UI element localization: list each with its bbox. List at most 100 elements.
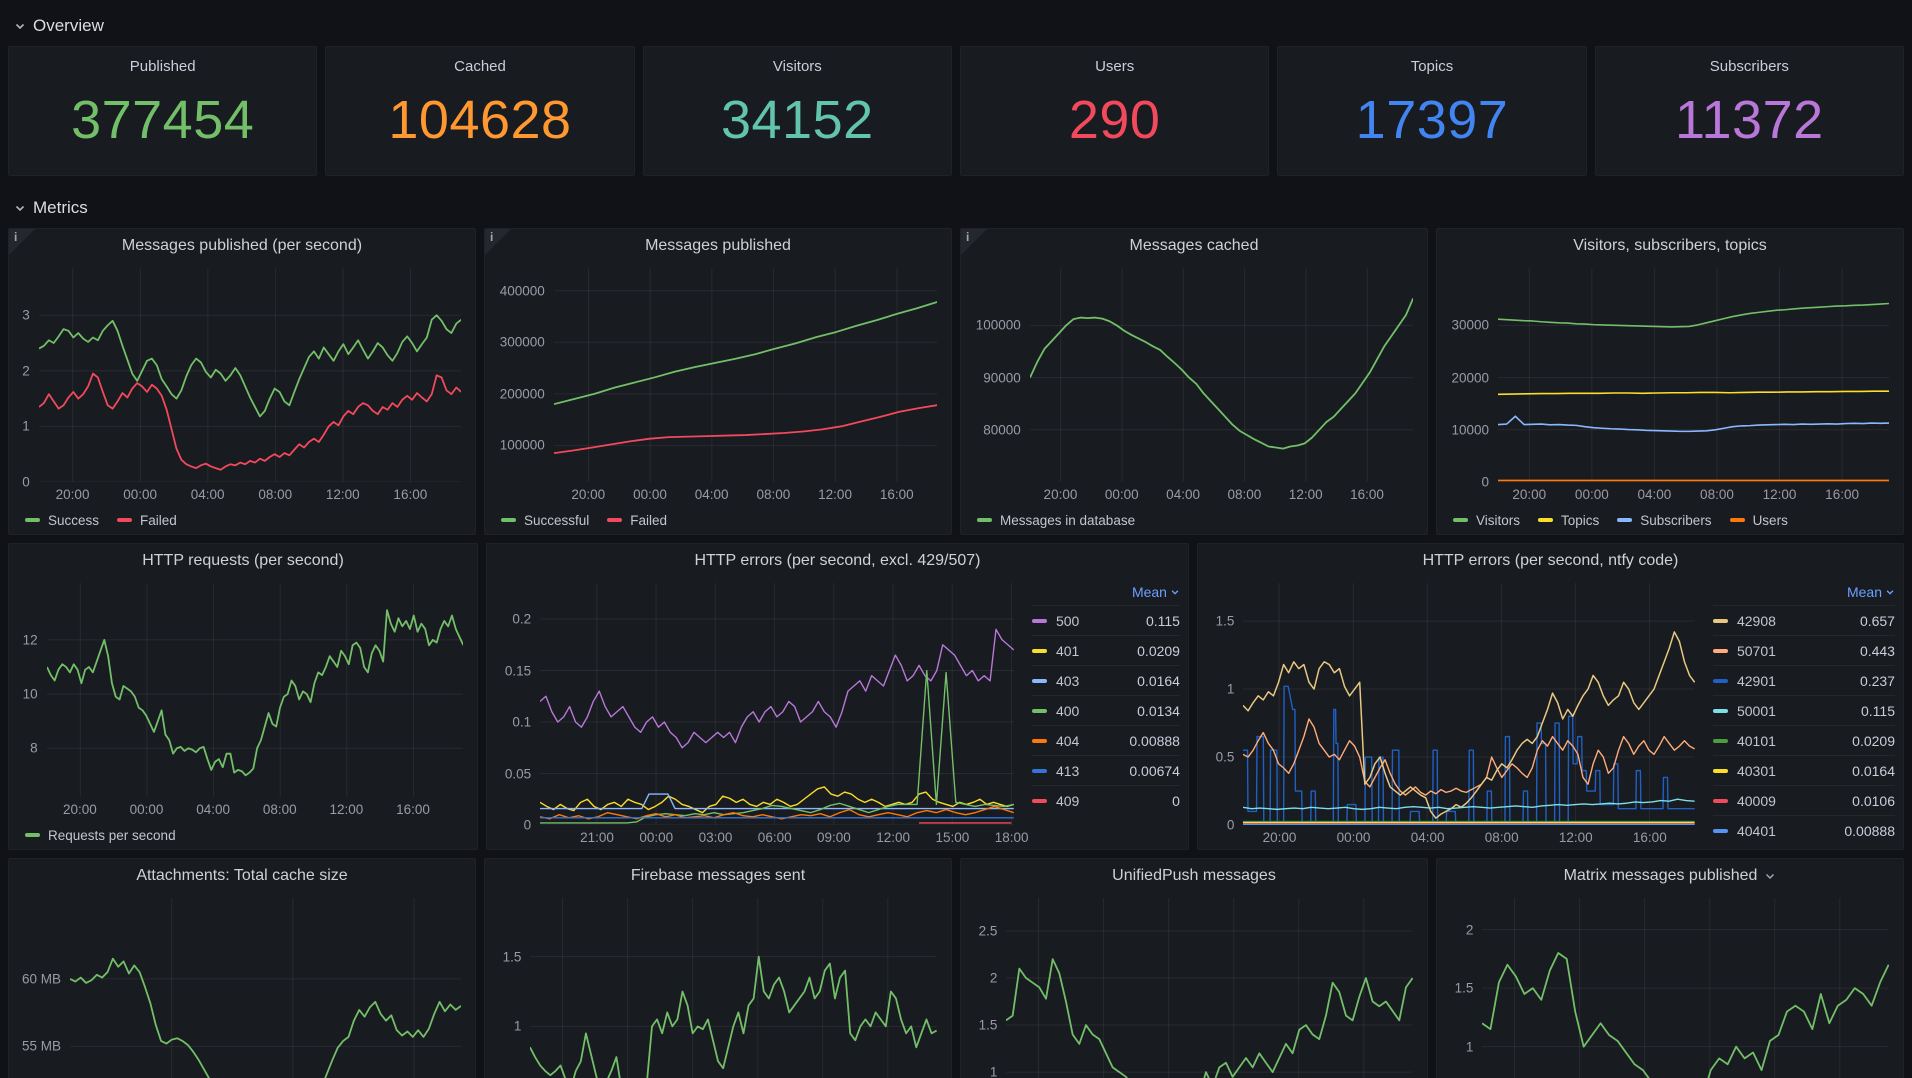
legend-row-403[interactable]: 403 0.0164	[1031, 665, 1180, 695]
legend-item-Failed[interactable]: Failed	[117, 513, 177, 528]
info-icon: i	[490, 230, 494, 244]
legend-series-label: Failed	[140, 512, 177, 528]
legend-row-42901[interactable]: 42901 0.237	[1712, 665, 1895, 695]
y-tick-label: 2	[989, 970, 998, 986]
stat-panel-cached[interactable]: Cached 104628	[325, 46, 635, 176]
chart-plot-area[interactable]: 0 10000 20000 30000 20:00 00:00 04:00 08:00 12:0…	[1445, 264, 1889, 506]
legend-series-label: Messages in database	[1000, 512, 1136, 528]
legend-swatch	[1031, 678, 1047, 683]
legend-item-Messages in database[interactable]: Messages in database	[977, 513, 1135, 528]
x-axis-labels: 20:00 00:00 04:00 08:00 12:00 16:00	[1243, 825, 1695, 849]
chevron-down-icon	[15, 23, 25, 30]
legend-swatch	[1031, 648, 1047, 653]
stat-panel-topics[interactable]: Topics 17397	[1277, 46, 1587, 176]
legend-table: Mean 42908 0.657 50701 0.443 42901 0.237 50001 0…	[1709, 577, 1903, 849]
legend-row-413[interactable]: 413 0.00674	[1031, 755, 1180, 785]
y-tick-label: 2	[1465, 922, 1474, 938]
chart-plot-area[interactable]: 0 0.5 1 1.5 20:00 00:00 04:00 08:00 12:00 16:00	[1206, 579, 1695, 849]
x-tick-label: 00:00	[1104, 487, 1139, 502]
stat-panel-users[interactable]: Users 290	[960, 46, 1270, 176]
panel-http-errors-ntfy: HTTP errors (per second, ntfy code) 0 0.5…	[1196, 543, 1904, 850]
legend-row-404[interactable]: 404 0.00888	[1031, 725, 1180, 755]
legend-row-40009[interactable]: 40009 0.0106	[1712, 785, 1895, 815]
chevron-down-icon	[1171, 590, 1179, 595]
section-header-metrics[interactable]: Metrics	[8, 192, 1904, 224]
legend-item-Topics[interactable]: Topics	[1538, 513, 1599, 528]
panel-title[interactable]: HTTP errors (per second, ntfy code)	[1422, 551, 1679, 569]
chart-body: 0.511.5	[485, 892, 951, 1078]
legend-row-409[interactable]: 409 0	[1031, 785, 1180, 815]
panel-info-icon[interactable]: i	[485, 229, 511, 255]
metrics-chart-row-1: Messages published (per second) i 0 1 2 3 20:…	[8, 228, 1904, 535]
legend-row-40101[interactable]: 40101 0.0209	[1712, 725, 1895, 755]
legend-item-Requests per second[interactable]: Requests per second	[25, 828, 176, 843]
chart-body: 0 10000 20000 30000 20:00 00:00 04:00 08:00 12:0…	[1437, 262, 1903, 506]
x-tick-label: 20:00	[571, 487, 606, 502]
y-tick-label: 1	[513, 1018, 522, 1034]
panel-info-icon[interactable]: i	[9, 229, 35, 255]
stat-title: Subscribers	[1709, 58, 1789, 75]
panel-info-icon[interactable]: i	[961, 229, 987, 255]
x-tick-label: 16:00	[396, 802, 430, 817]
chart-plot-area[interactable]: 100000 200000 300000 400000 20:00 00:00 04:00 0…	[493, 264, 937, 506]
legend-row-40301[interactable]: 40301 0.0164	[1712, 755, 1895, 785]
stat-panel-published[interactable]: Published 377454	[8, 46, 318, 176]
legend-row-401[interactable]: 401 0.0209	[1031, 635, 1180, 665]
chart-plot-area[interactable]: 80000 90000 100000 20:00 00:00 04:00 08:00 12:0…	[969, 264, 1413, 506]
chart-plot-area[interactable]: 0.511.52	[1445, 894, 1889, 1078]
legend-row-50001[interactable]: 50001 0.115	[1712, 695, 1895, 725]
panel-title[interactable]: Matrix messages published	[1563, 866, 1758, 884]
legend-item-Success[interactable]: Success	[25, 513, 99, 528]
series-line-42901	[1243, 686, 1695, 822]
y-tick-label: 2	[22, 363, 30, 379]
legend-row-400[interactable]: 400 0.0134	[1031, 695, 1180, 725]
panel-title[interactable]: HTTP requests (per second)	[142, 551, 344, 569]
legend-row-50701[interactable]: 50701 0.443	[1712, 635, 1895, 665]
section-header-overview[interactable]: Overview	[8, 10, 1904, 42]
panel-title[interactable]: Attachments: Total cache size	[136, 866, 348, 884]
x-axis-labels: 20:00 00:00 04:00 08:00 12:00 16:00	[39, 482, 461, 506]
legend-table: Mean 500 0.115 401 0.0209 403 0.0164 400 0.0134 4…	[1028, 577, 1188, 849]
legend-item-Users[interactable]: Users	[1729, 513, 1788, 528]
stat-panel-visitors[interactable]: Visitors 34152	[642, 46, 952, 176]
legend-swatch	[1453, 518, 1468, 522]
panel-title[interactable]: UnifiedPush messages	[1112, 866, 1276, 884]
legend-item-Visitors[interactable]: Visitors	[1453, 513, 1520, 528]
legend-item-Subscribers[interactable]: Subscribers	[1617, 513, 1712, 528]
legend-series-label: 40009	[1736, 792, 1776, 809]
plot-svg-wrap	[1482, 898, 1889, 1078]
legend-item-Failed[interactable]: Failed	[607, 513, 667, 528]
chart-plot-area[interactable]: 8 10 12 20:00 00:00 04:00 08:00 12:00 16:00	[17, 579, 463, 821]
panel-title[interactable]: Firebase messages sent	[630, 866, 806, 884]
y-tick-label: 0.05	[504, 766, 532, 781]
chart-plot-area[interactable]: 1 1.5 2 2.5	[969, 894, 1413, 1078]
stat-panel-subscribers[interactable]: Subscribers 11372	[1594, 46, 1904, 176]
chevron-down-icon	[15, 205, 25, 212]
panel-title[interactable]: Messages cached	[1129, 236, 1259, 254]
legend-swatch	[1712, 678, 1728, 683]
y-tick-label: 0.5	[1215, 749, 1235, 765]
panel-title[interactable]: Visitors, subscribers, topics	[1573, 236, 1767, 254]
legend-row-40401[interactable]: 40401 0.00888	[1712, 815, 1895, 845]
chart-plot-area[interactable]: 0.511.5	[493, 894, 937, 1078]
x-tick-label: 04:00	[694, 487, 729, 502]
stat-value: 377454	[71, 90, 255, 150]
panel-title[interactable]: Messages published (per second)	[121, 236, 363, 254]
legend-mean-header[interactable]: Mean	[1032, 579, 1180, 605]
chart-body: 0 0.05 0.1 0.15 0.2 21:00 00:00 03:00 06:00 09:00…	[487, 577, 1188, 849]
legend-mean-header[interactable]: Mean	[1713, 579, 1895, 605]
chart-plot-area[interactable]: 55 MB 60 MB	[17, 894, 461, 1078]
x-tick-label: 16:00	[1632, 830, 1667, 845]
panel-title[interactable]: Messages published	[645, 236, 791, 254]
chart-plot-area[interactable]: 0 0.05 0.1 0.15 0.2 21:00 00:00 03:00 06:00 09:00…	[495, 579, 1028, 849]
y-tick-label: 0.2	[512, 611, 532, 627]
series-line-Firebase messages sent	[530, 957, 937, 1078]
legend-row-42908[interactable]: 42908 0.657	[1712, 605, 1895, 635]
chart-plot-area[interactable]: 0 1 2 3 20:00 00:00 04:00 08:00 12:00 16:00	[17, 264, 461, 506]
y-axis-labels: 0.511.52	[1445, 898, 1482, 1078]
overview-stats-row: Published 377454 Cached 104628 Visitors …	[8, 46, 1904, 176]
legend-item-Successful[interactable]: Successful	[501, 513, 589, 528]
panel-title[interactable]: HTTP errors (per second, excl. 429/507)	[694, 551, 981, 569]
chart-legend: Successful Failed	[485, 506, 951, 534]
legend-row-500[interactable]: 500 0.115	[1031, 605, 1180, 635]
